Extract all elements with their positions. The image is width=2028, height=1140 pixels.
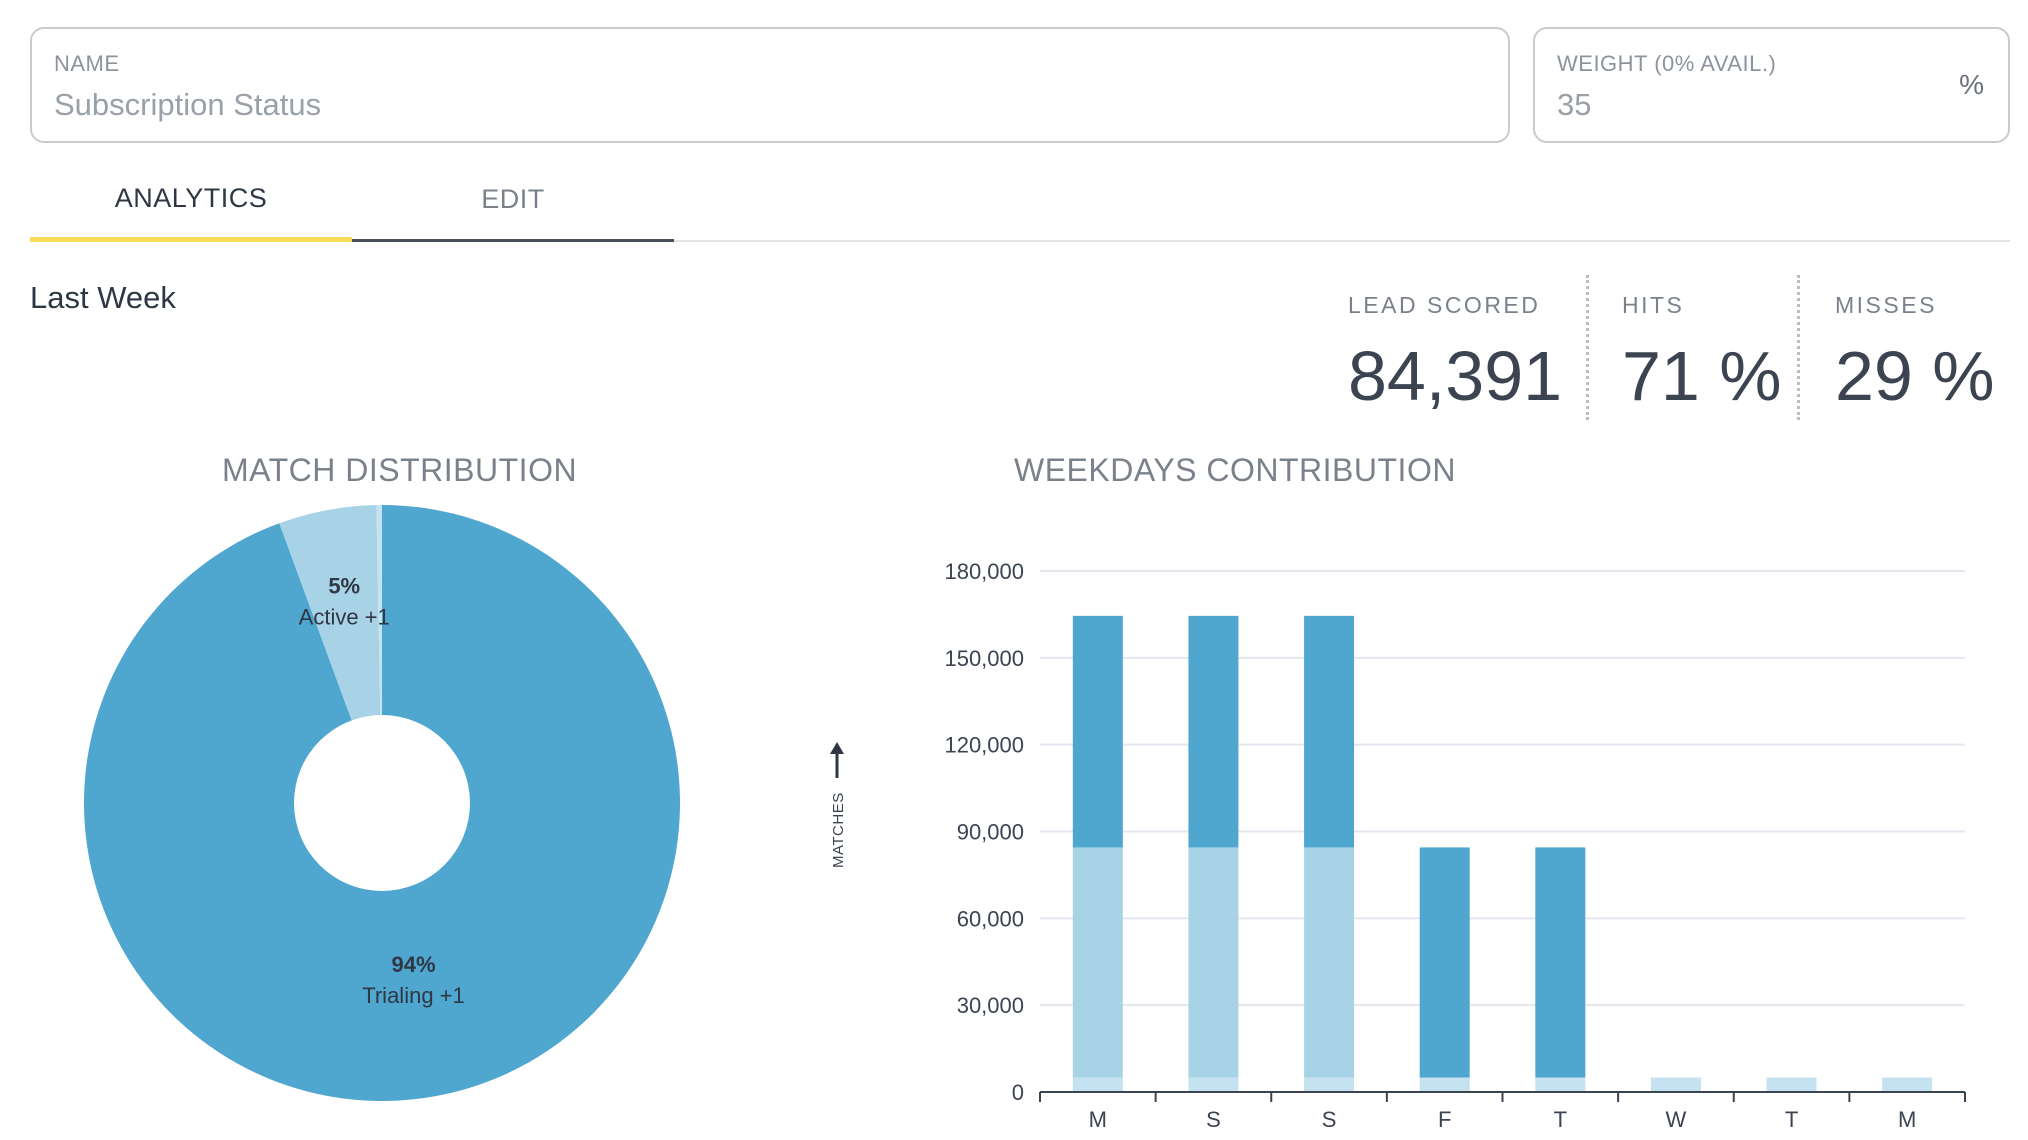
bar-segment [1419,847,1470,1078]
weekdays-contribution-title: WEEKDAYS CONTRIBUTION [1014,452,1456,488]
match-distribution-title: MATCH DISTRIBUTION [222,452,578,488]
x-tick-label: W [1666,1107,1687,1132]
y-tick-label: 180,000 [944,559,1024,584]
x-tick-label: F [1438,1107,1451,1132]
y-tick-label: 120,000 [944,733,1024,758]
bar-segment [1766,1077,1817,1092]
bar-segment [1535,847,1586,1078]
pie-slice-label: Active +1 [299,605,390,630]
stat-hits-value: 71 % [1622,337,1782,415]
matches-axis-label: MATCHES [830,742,847,868]
stat-lead-scored-value: 84,391 [1348,337,1563,415]
x-tick-label: T [1785,1107,1798,1132]
stat-lead-scored-label: LEAD SCORED [1348,292,1541,318]
name-field-label: NAME [54,51,120,76]
weight-field[interactable]: WEIGHT (0% AVAIL.) % [1533,27,2010,143]
stat-misses-label: MISSES [1835,292,1937,318]
bar-segment [1188,1077,1239,1092]
name-field[interactable]: NAME [30,27,1510,143]
stat-misses-value: 29 % [1835,337,1995,415]
pie-slice-percent: 94% [391,952,435,977]
percent-suffix: % [1959,69,1984,100]
x-tick-label: M [1898,1107,1916,1132]
x-tick-label: S [1322,1107,1337,1132]
bar-segment [1072,847,1123,1078]
pie-slice-label: Trialing +1 [362,983,465,1008]
bar-segment [1535,1077,1586,1092]
name-input[interactable] [54,87,1235,123]
tab-analytics[interactable]: ANALYTICS [30,160,352,242]
bar-segment [1304,847,1355,1078]
bar-segment [1304,615,1355,848]
pie-slice-percent: 5% [328,574,360,599]
bar-segment [1304,1077,1355,1092]
tab-bar: ANALYTICS EDIT [30,160,2010,242]
donut-hole [294,715,470,891]
weight-field-label: WEIGHT (0% AVAIL.) [1557,51,1777,76]
bar-segment [1188,615,1239,848]
bar-segment [1882,1077,1933,1092]
weight-input[interactable] [1557,87,1936,123]
stat-divider [1586,275,1589,420]
x-tick-label: S [1206,1107,1221,1132]
matches-label: MATCHES [830,792,847,868]
y-tick-label: 60,000 [957,906,1024,931]
bar-segment [1650,1077,1701,1092]
match-distribution-chart: 94% Trialing +1 5% Active +1 [84,505,680,1101]
period-label: Last Week [30,280,176,315]
stat-divider [1797,275,1800,420]
bar-segment [1072,615,1123,848]
y-tick-label: 90,000 [957,820,1024,845]
tab-edit[interactable]: EDIT [352,160,674,242]
bar-segment [1072,1077,1123,1092]
bar-segment [1419,1077,1470,1092]
y-tick-label: 30,000 [957,993,1024,1018]
arrow-up-icon [830,742,844,754]
stat-hits-label: HITS [1622,292,1685,318]
x-tick-label: T [1554,1107,1567,1132]
bar-segment [1188,847,1239,1078]
y-tick-label: 150,000 [944,646,1024,671]
tab-bar-divider [30,240,2010,242]
x-tick-label: M [1089,1107,1107,1132]
weekdays-contribution-chart: 0 30,000 60,000 90,000 120,000 150,000 180,000… [944,559,1966,1132]
y-tick-label: 0 [1012,1080,1024,1105]
